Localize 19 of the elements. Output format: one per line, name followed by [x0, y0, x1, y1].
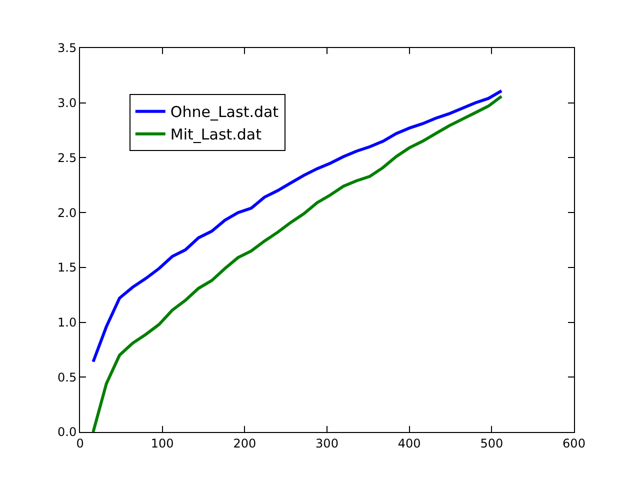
- y-tick-label: 3.0: [58, 96, 77, 110]
- legend-label: Mit_Last.dat: [170, 126, 262, 144]
- x-tick-label: 500: [480, 436, 504, 450]
- line-series: [92, 94, 504, 432]
- y-tick-label: 0.0: [58, 425, 77, 440]
- x-tick-label: 100: [150, 436, 174, 450]
- x-tick-label: 600: [562, 436, 586, 450]
- y-tick-label: 1.0: [58, 315, 77, 330]
- x-tick-label: 0: [76, 436, 84, 450]
- legend-label: Ohne_Last.dat: [170, 103, 279, 122]
- y-tick-label: 2.5: [58, 150, 77, 165]
- y-tick-label: 2.0: [58, 206, 77, 220]
- x-tick-label: 400: [398, 436, 421, 450]
- line-series: [92, 89, 504, 364]
- y-tick-label: 0.5: [58, 370, 77, 384]
- x-tick-label: 300: [316, 436, 338, 450]
- x-tick-label: 200: [233, 436, 256, 450]
- y-tick-label: 3.5: [58, 41, 77, 56]
- y-tick-label: 1.5: [58, 260, 77, 275]
